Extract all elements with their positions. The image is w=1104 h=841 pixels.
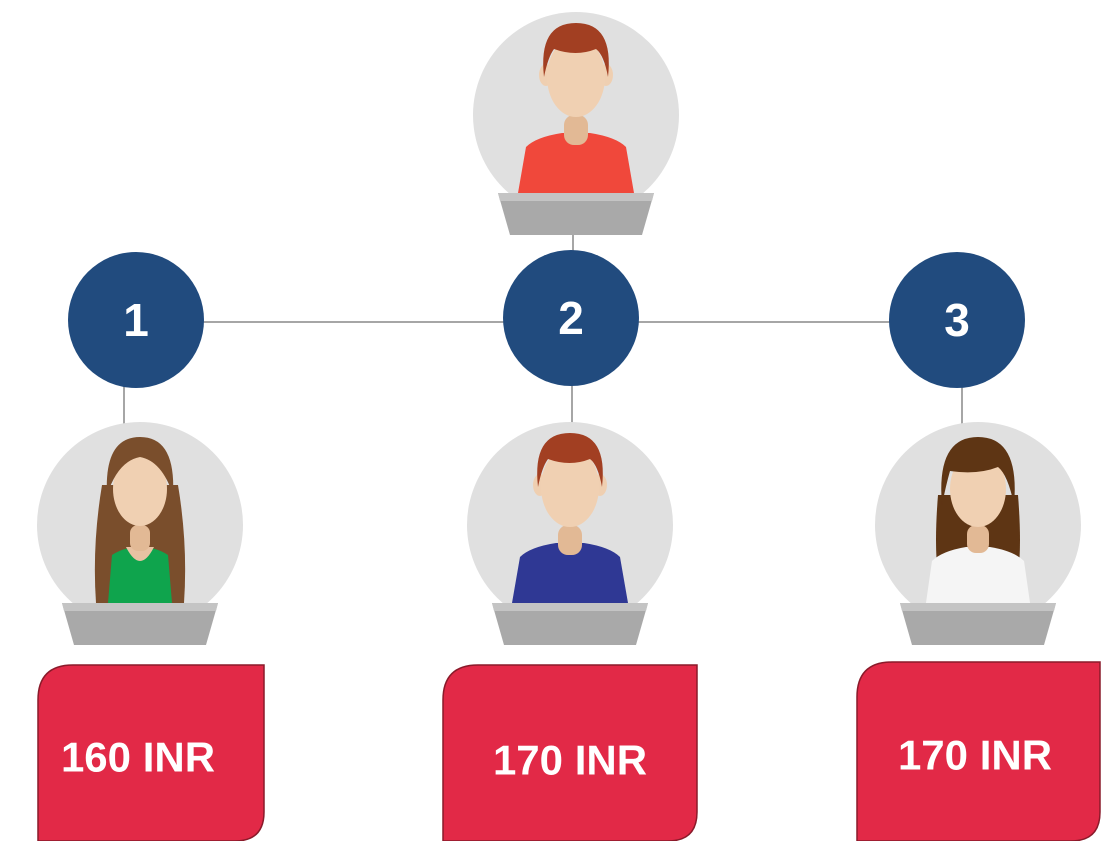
amount: 170 INR [493, 737, 647, 784]
avatar-1 [37, 422, 243, 645]
avatar-3 [875, 422, 1081, 645]
avatar-2 [467, 422, 673, 645]
amount: 160 INR [61, 734, 215, 781]
step-number: 1 [123, 294, 149, 346]
step-number: 2 [558, 292, 584, 344]
avatar-top [473, 12, 679, 235]
amount: 170 INR [898, 732, 1052, 779]
diagram: 1 2 3 160 INR 170 INR 170 INR [0, 0, 1104, 841]
step-number: 3 [944, 294, 970, 346]
